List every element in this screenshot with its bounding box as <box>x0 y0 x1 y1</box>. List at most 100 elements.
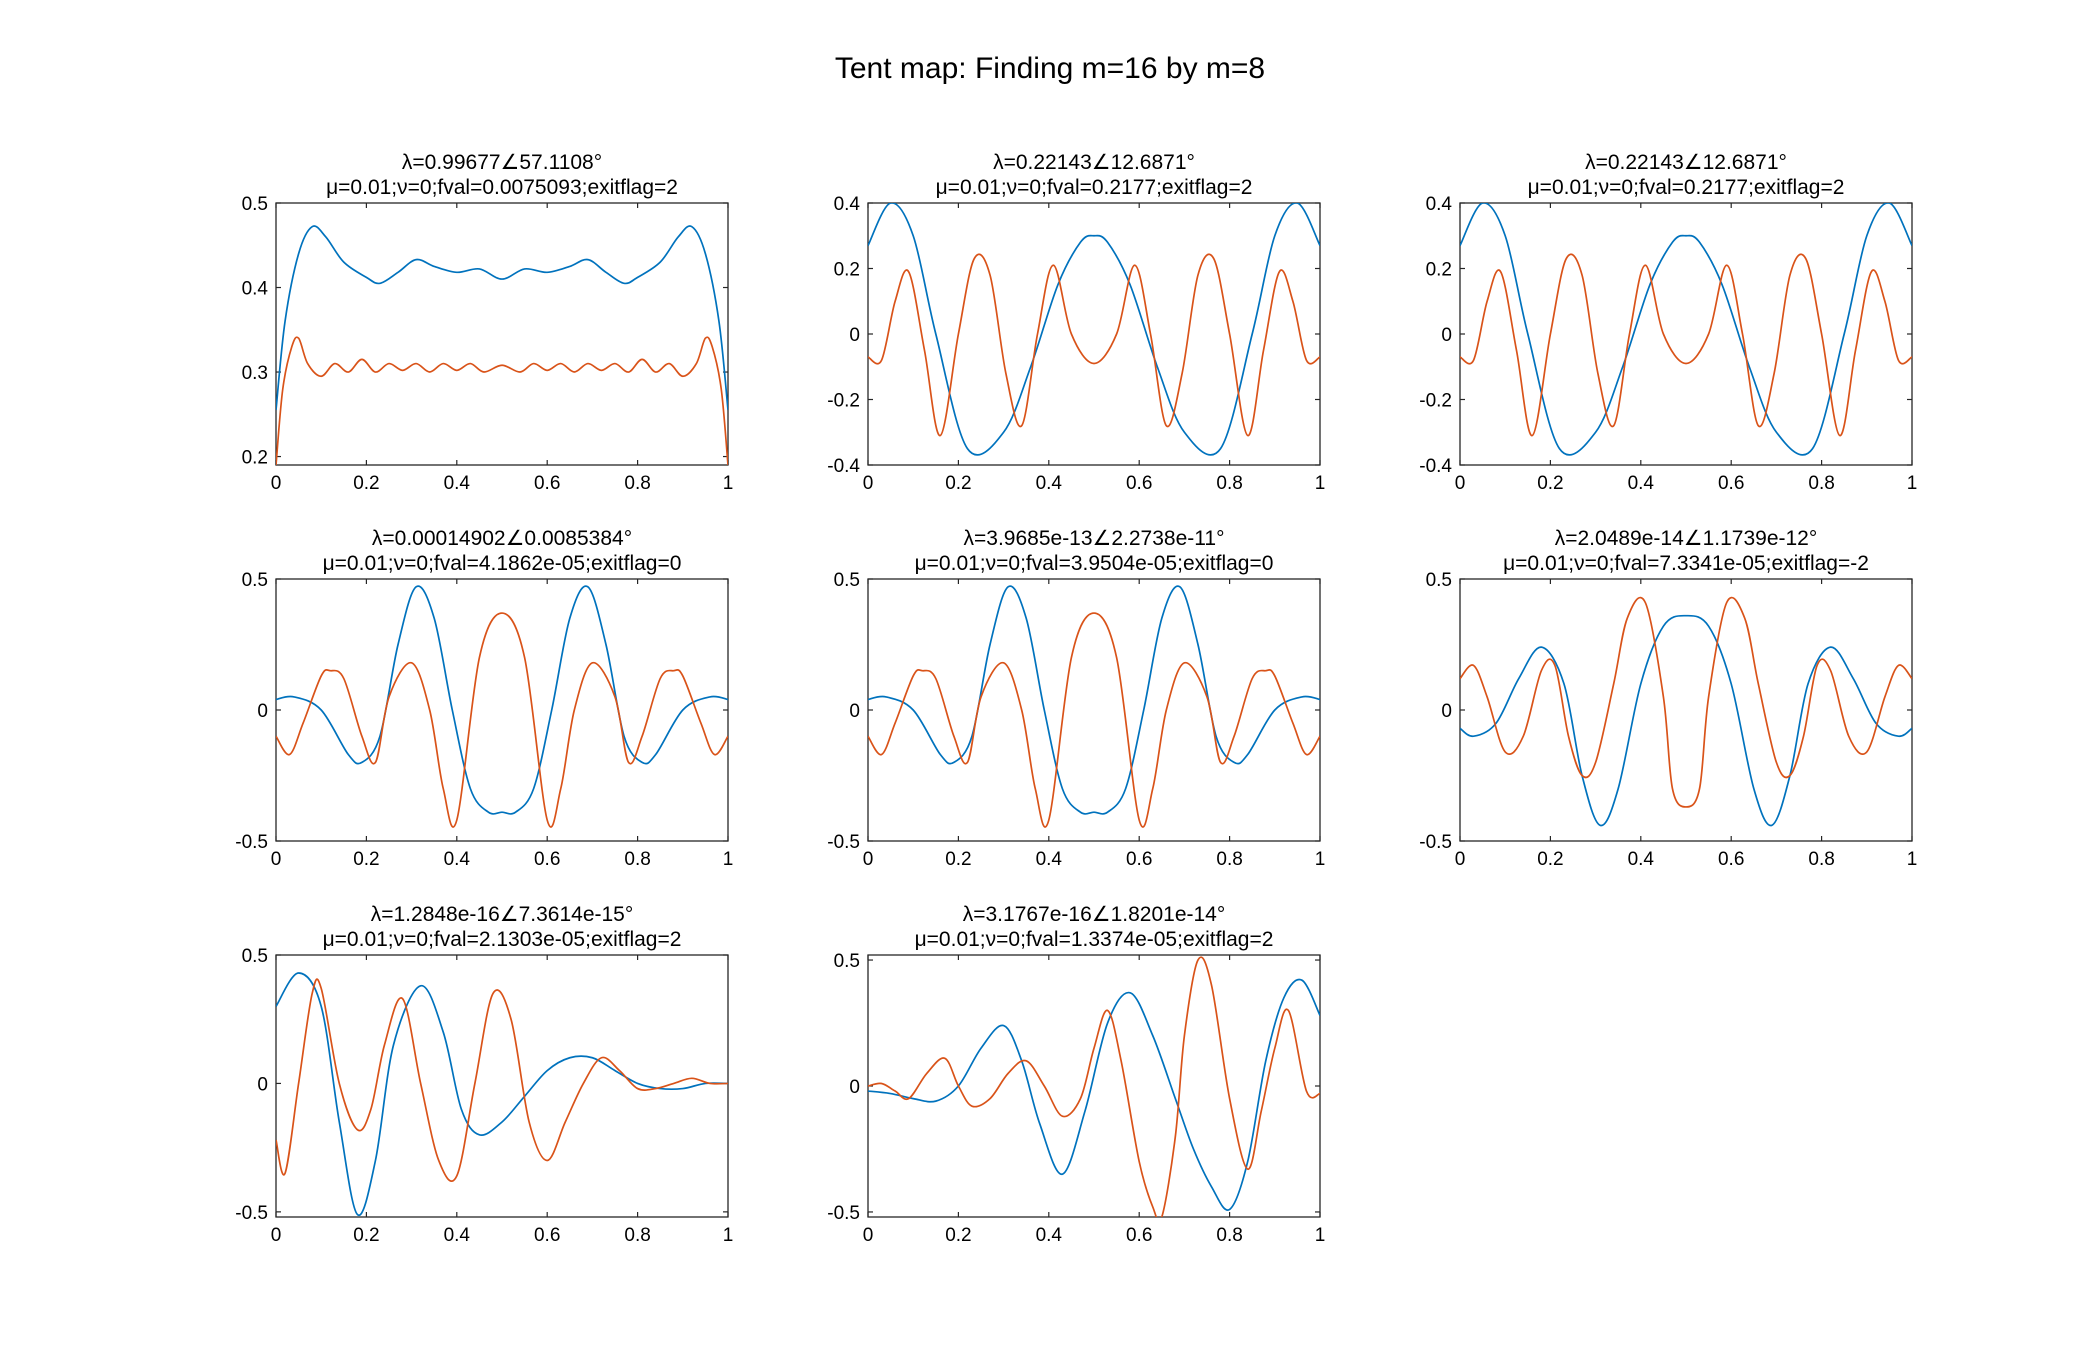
subplot-3: λ=0.22143∠12.6871°μ=0.01;ν=0;fval=0.2177… <box>1419 151 1917 494</box>
x-tick-label: 0.4 <box>444 849 471 870</box>
x-tick-label: 0.8 <box>624 473 650 494</box>
x-tick-label: 0.4 <box>1036 1225 1063 1246</box>
x-tick-label: 0.6 <box>1718 473 1744 494</box>
x-tick-label: 0.2 <box>945 849 971 870</box>
series-group <box>276 585 728 828</box>
plot-area <box>867 202 1321 466</box>
x-tick-label: 1 <box>1315 473 1326 494</box>
subplot-title-line1: λ=3.1767e-16∠1.8201e-14° <box>963 903 1226 926</box>
subplot-title-line1: λ=3.9685e-13∠2.2738e-11° <box>964 527 1225 550</box>
x-tick-label: 0.4 <box>444 1225 471 1246</box>
y-tick-label: 0 <box>1441 701 1452 722</box>
x-tick-label: 0.4 <box>1036 473 1063 494</box>
x-tick-label: 0.2 <box>945 1225 971 1246</box>
x-tick-label: 1 <box>723 849 734 870</box>
x-tick-label: 0.8 <box>1216 849 1242 870</box>
plot-area <box>867 578 1321 842</box>
subplot-1: λ=0.99677∠57.1108°μ=0.01;ν=0;fval=0.0075… <box>242 151 734 494</box>
y-tick-label: -0.5 <box>235 1203 268 1224</box>
series-line-2 <box>868 253 1320 437</box>
x-tick-label: 0.4 <box>444 473 471 494</box>
subplot-title-line1: λ=0.22143∠12.6871° <box>1585 151 1787 174</box>
subplot-5: λ=3.9685e-13∠2.2738e-11°μ=0.01;ν=0;fval=… <box>827 527 1325 870</box>
y-tick-label: 0.5 <box>834 570 860 591</box>
x-tick-label: 1 <box>723 1225 734 1246</box>
subplot-title-line1: λ=2.0489e-14∠1.1739e-12° <box>1555 527 1818 550</box>
x-tick-label: 0.8 <box>1808 473 1834 494</box>
series-line-1 <box>1460 614 1912 827</box>
series-group <box>868 203 1320 456</box>
x-tick-label: 0 <box>1455 849 1466 870</box>
subplot-title-line1: λ=0.00014902∠0.0085384° <box>372 527 632 550</box>
plot-area <box>867 954 1321 1218</box>
y-tick-label: -0.5 <box>235 832 268 853</box>
x-tick-label: 0.8 <box>1216 1225 1242 1246</box>
series-group <box>1460 203 1912 456</box>
y-tick-label: 0.4 <box>1426 194 1453 215</box>
x-tick-label: 1 <box>1907 849 1918 870</box>
series-group <box>868 956 1320 1217</box>
y-tick-label: 0 <box>1441 325 1452 346</box>
x-tick-label: 0 <box>863 849 874 870</box>
subplot-title-line2: μ=0.01;ν=0;fval=7.3341e-05;exitflag=-2 <box>1503 552 1869 575</box>
x-tick-label: 0 <box>271 1225 282 1246</box>
x-tick-label: 0.8 <box>624 849 650 870</box>
series-group <box>276 225 728 465</box>
series-line-1 <box>868 978 1320 1211</box>
series-line-2 <box>276 336 728 465</box>
x-tick-label: 1 <box>1907 473 1918 494</box>
series-line-1 <box>276 225 728 411</box>
x-tick-label: 0 <box>271 849 282 870</box>
x-tick-label: 0.8 <box>1808 849 1834 870</box>
series-group <box>276 972 728 1217</box>
x-tick-label: 0 <box>271 473 282 494</box>
y-tick-label: 0.5 <box>242 194 268 215</box>
x-tick-label: 0.6 <box>1126 1225 1152 1246</box>
series-line-2 <box>276 978 728 1182</box>
y-tick-label: -0.5 <box>827 832 860 853</box>
x-tick-label: 1 <box>1315 849 1326 870</box>
plot-area <box>275 954 729 1218</box>
x-tick-label: 1 <box>1315 1225 1326 1246</box>
x-tick-label: 0.6 <box>534 1225 560 1246</box>
subplot-8: λ=3.1767e-16∠1.8201e-14°μ=0.01;ν=0;fval=… <box>827 903 1325 1246</box>
x-tick-label: 0.6 <box>534 473 560 494</box>
series-line-1 <box>276 972 728 1217</box>
y-tick-label: 0.2 <box>1426 260 1452 281</box>
x-tick-label: 0 <box>1455 473 1466 494</box>
subplot-title-line2: μ=0.01;ν=0;fval=0.2177;exitflag=2 <box>936 176 1253 199</box>
x-tick-label: 0.2 <box>353 1225 379 1246</box>
x-tick-label: 0.2 <box>1537 473 1563 494</box>
y-tick-label: 0.2 <box>242 448 268 469</box>
subplot-title-line1: λ=0.99677∠57.1108° <box>402 151 602 174</box>
x-tick-label: 0.4 <box>1628 473 1655 494</box>
subplot-title-line2: μ=0.01;ν=0;fval=0.0075093;exitflag=2 <box>326 176 678 199</box>
y-tick-label: -0.2 <box>1419 391 1452 412</box>
plot-area <box>1459 202 1913 466</box>
y-tick-label: -0.4 <box>1419 456 1452 477</box>
y-tick-label: 0.4 <box>242 279 269 300</box>
y-tick-label: -0.5 <box>1419 832 1452 853</box>
y-tick-label: 0 <box>257 1074 268 1095</box>
subplot-title-line2: μ=0.01;ν=0;fval=1.3374e-05;exitflag=2 <box>915 928 1274 951</box>
x-tick-label: 0 <box>863 1225 874 1246</box>
figure-suptitle: Tent map: Finding m=16 by m=8 <box>835 52 1265 85</box>
x-tick-label: 0.6 <box>1126 473 1152 494</box>
y-tick-label: -0.4 <box>827 456 860 477</box>
series-line-2 <box>276 612 728 828</box>
series-line-1 <box>868 203 1320 456</box>
y-tick-label: 0.5 <box>242 570 268 591</box>
x-tick-label: 0.2 <box>353 473 379 494</box>
plot-area <box>275 578 729 842</box>
x-tick-label: 0.8 <box>624 1225 650 1246</box>
y-tick-label: 0.5 <box>242 946 268 967</box>
subplot-title-line2: μ=0.01;ν=0;fval=4.1862e-05;exitflag=0 <box>323 552 682 575</box>
subplot-4: λ=0.00014902∠0.0085384°μ=0.01;ν=0;fval=4… <box>235 527 733 870</box>
x-tick-label: 0.6 <box>534 849 560 870</box>
series-line-2 <box>1460 253 1912 437</box>
series-line-2 <box>868 612 1320 828</box>
subplot-title-line1: λ=0.22143∠12.6871° <box>993 151 1195 174</box>
x-tick-label: 1 <box>723 473 734 494</box>
plot-area <box>1459 578 1913 842</box>
